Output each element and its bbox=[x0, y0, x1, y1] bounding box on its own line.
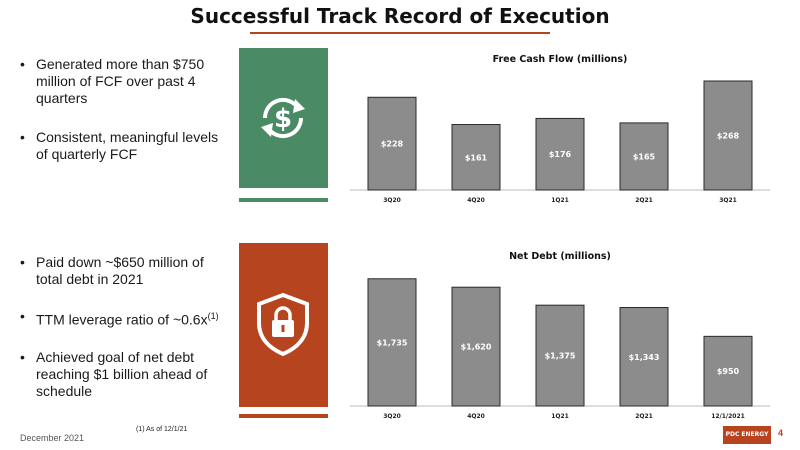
fcf-tick-label: 3Q21 bbox=[719, 197, 737, 204]
net-debt-data-label: $950 bbox=[717, 367, 740, 376]
shield-lock-icon bbox=[257, 292, 309, 357]
net-debt-tick-label: 1Q21 bbox=[551, 413, 569, 420]
net-debt-chart-title: Net Debt (millions) bbox=[509, 251, 611, 262]
fcf-bar bbox=[619, 122, 669, 191]
net-debt-data-label: $1,375 bbox=[545, 352, 576, 361]
page-title: Successful Track Record of Execution bbox=[190, 4, 610, 28]
fcf-bar bbox=[367, 96, 417, 191]
fcf-bullet-list: Generated more than $750 million of FCF … bbox=[20, 56, 220, 185]
net-debt-data-label: $1,620 bbox=[461, 343, 492, 352]
fcf-bar bbox=[535, 117, 585, 191]
fcf-data-label: $268 bbox=[717, 132, 740, 141]
net-debt-data-label: $1,343 bbox=[629, 353, 660, 362]
title-underline bbox=[250, 32, 550, 34]
net-debt-tick-label: 4Q20 bbox=[467, 413, 485, 420]
fcf-tick-label: 2Q21 bbox=[635, 197, 653, 204]
fcf-bar-chart: Free Cash Flow (millions) $228 3Q20 $161 4Q… bbox=[350, 54, 770, 204]
fcf-data-label: $161 bbox=[465, 153, 488, 162]
company-logo: PDC ENERGY bbox=[723, 426, 771, 444]
debt-icon-panel bbox=[239, 243, 328, 407]
footer-date: December 2021 bbox=[20, 433, 85, 443]
net-debt-data-label: $1,735 bbox=[377, 338, 408, 347]
fcf-tick-label: 4Q20 bbox=[467, 197, 485, 204]
net-debt-bar bbox=[451, 286, 501, 407]
fcf-chart-title: Free Cash Flow (millions) bbox=[493, 54, 628, 65]
dollar-cycle-icon: $ bbox=[261, 97, 305, 139]
bullet-fcf-consistent: Consistent, meaningful levels of quarter… bbox=[20, 129, 220, 163]
logo-text: PDC ENERGY bbox=[725, 431, 769, 438]
fcf-bars: $228 3Q20 $161 4Q20 $176 1Q21 $165 2Q21 $268 3Q21 bbox=[350, 80, 770, 204]
fcf-tick-label: 1Q21 bbox=[551, 197, 569, 204]
page-number: 4 bbox=[778, 428, 784, 438]
net-debt-tick-label: 12/1/2021 bbox=[711, 413, 745, 420]
leverage-text: TTM leverage ratio of ~0.6x bbox=[36, 311, 208, 328]
fcf-bar bbox=[703, 80, 753, 191]
fcf-icon-panel: $ bbox=[239, 48, 328, 188]
fcf-data-label: $165 bbox=[633, 152, 656, 161]
debt-accent-strip bbox=[239, 414, 328, 418]
net-debt-bar-chart: Net Debt (millions) $1,735 3Q20 $1,620 4Q20… bbox=[350, 251, 770, 420]
net-debt-tick-label: 2Q21 bbox=[635, 413, 653, 420]
net-debt-tick-label: 3Q20 bbox=[383, 413, 401, 420]
bullet-net-debt-goal: Achieved goal of net debt reaching $1 bi… bbox=[20, 349, 220, 400]
leverage-footnote-ref: (1) bbox=[207, 311, 219, 321]
fcf-bar bbox=[451, 124, 501, 191]
fcf-data-label: $176 bbox=[549, 150, 572, 159]
bullet-debt-paid: Paid down ~$650 million of total debt in… bbox=[20, 254, 220, 288]
bullet-leverage: TTM leverage ratio of ~0.6x(1) bbox=[20, 308, 220, 329]
fcf-data-label: $228 bbox=[381, 140, 404, 149]
net-debt-bar bbox=[535, 304, 585, 407]
net-debt-bars: $1,735 3Q20 $1,620 4Q20 $1,375 1Q21 $1,343 2Q21… bbox=[350, 278, 770, 420]
bullet-fcf-generated: Generated more than $750 million of FCF … bbox=[20, 56, 220, 107]
debt-bullet-list: Paid down ~$650 million of total debt in… bbox=[20, 254, 220, 420]
footnote: (1) As of 12/1/21 bbox=[136, 426, 188, 433]
net-debt-bar bbox=[367, 278, 417, 407]
net-debt-bar bbox=[703, 335, 753, 407]
net-debt-bar bbox=[619, 307, 669, 407]
fcf-tick-label: 3Q20 bbox=[383, 197, 401, 204]
fcf-accent-strip bbox=[239, 198, 328, 202]
svg-text:$: $ bbox=[274, 104, 292, 134]
